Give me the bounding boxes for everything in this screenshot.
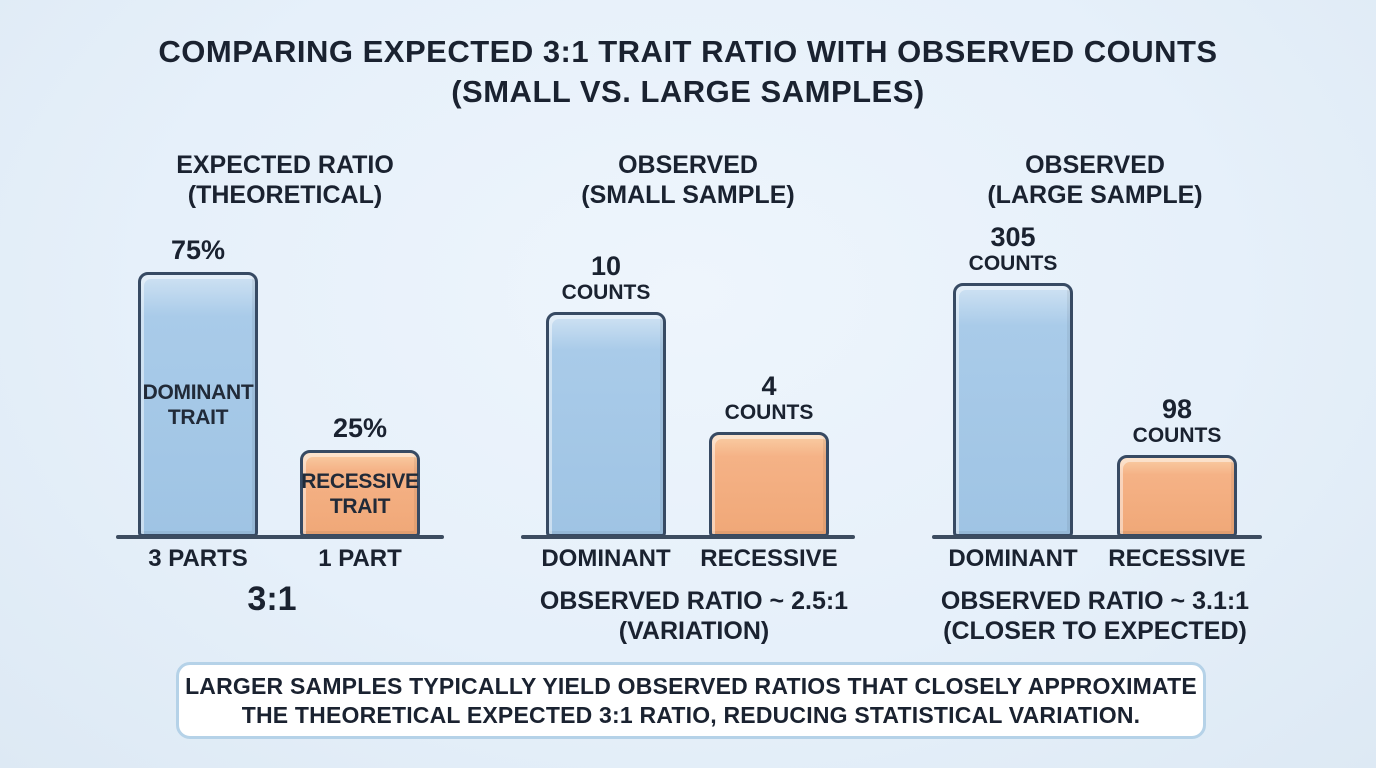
expected-dominant-bar-group: 75% DOMINANT TRAIT xyxy=(138,236,258,537)
large-ratio-line1: OBSERVED RATIO ~ 3.1:1 xyxy=(940,587,1250,615)
panel-small-sample-header: OBSERVED (SMALL SAMPLE) xyxy=(513,150,863,210)
page-title: COMPARING EXPECTED 3:1 TRAIT RATIO WITH … xyxy=(0,32,1376,112)
small-category-dominant: DOMINANT xyxy=(541,545,671,572)
expected-category-dominant: 3 PARTS xyxy=(148,545,248,572)
panel-expected-header: EXPECTED RATIO (THEORETICAL) xyxy=(110,150,460,210)
large-recessive-bar-group: 98 COUNTS xyxy=(1117,395,1237,537)
panel-expected-subtitle: (THEORETICAL) xyxy=(187,181,383,209)
large-ratio-line2: (CLOSER TO EXPECTED) xyxy=(943,617,1247,645)
small-ratio-line1: OBSERVED RATIO ~ 2.5:1 xyxy=(539,587,849,615)
small-recessive-unit: COUNTS xyxy=(724,401,814,424)
large-dominant-unit: COUNTS xyxy=(968,252,1058,275)
small-category-recessive: RECESSIVE xyxy=(700,545,838,572)
expected-dominant-bar-label: DOMINANT TRAIT xyxy=(143,380,254,430)
small-sample-axis-line xyxy=(521,535,855,539)
small-recessive-bar-group: 4 COUNTS xyxy=(709,372,829,537)
expected-recessive-bar-group: 25% RECESSIVE TRAIT xyxy=(300,414,420,537)
small-ratio-line2: (VARIATION) xyxy=(618,617,770,645)
summary-note-line2: THE THEORETICAL EXPECTED 3:1 RATIO, REDU… xyxy=(241,701,1141,728)
small-recessive-value: 4 xyxy=(761,371,777,401)
large-sample-ratio-label: OBSERVED RATIO ~ 3.1:1 (CLOSER TO EXPECT… xyxy=(895,586,1295,646)
bar-label-line: TRAIT xyxy=(329,494,391,518)
panel-large-sample-title: OBSERVED xyxy=(1025,151,1165,179)
small-dominant-bar xyxy=(546,312,666,537)
large-dominant-value: 305 xyxy=(990,222,1036,252)
small-dominant-value-label: 10 COUNTS xyxy=(562,252,651,305)
expected-dominant-bar: DOMINANT TRAIT xyxy=(138,272,258,537)
expected-axis-line xyxy=(116,535,444,539)
page-title-line2: (SMALL VS. LARGE SAMPLES) xyxy=(451,74,925,109)
small-recessive-value-label: 4 COUNTS xyxy=(725,372,814,425)
page-title-line1: COMPARING EXPECTED 3:1 TRAIT RATIO WITH … xyxy=(158,34,1218,69)
bar-label-line: TRAIT xyxy=(167,405,229,429)
bar-label-line: RECESSIVE xyxy=(301,469,419,493)
expected-ratio-label: 3:1 xyxy=(247,580,297,618)
small-recessive-bar xyxy=(709,432,829,537)
expected-category-recessive: 1 PART xyxy=(318,545,402,572)
large-recessive-unit: COUNTS xyxy=(1132,424,1222,447)
panel-large-sample-header: OBSERVED (LARGE SAMPLE) xyxy=(920,150,1270,210)
large-recessive-value-label: 98 COUNTS xyxy=(1133,395,1222,448)
summary-note-line1: LARGER SAMPLES TYPICALLY YIELD OBSERVED … xyxy=(185,672,1197,699)
large-recessive-value: 98 xyxy=(1161,394,1193,424)
large-dominant-bar xyxy=(953,283,1073,537)
panel-small-sample-subtitle: (SMALL SAMPLE) xyxy=(581,181,795,209)
expected-recessive-bar: RECESSIVE TRAIT xyxy=(300,450,420,537)
expected-recessive-bar-label: RECESSIVE TRAIT xyxy=(301,469,419,519)
small-dominant-bar-group: 10 COUNTS xyxy=(546,252,666,537)
summary-note-box: LARGER SAMPLES TYPICALLY YIELD OBSERVED … xyxy=(176,662,1206,739)
bar-label-line: DOMINANT xyxy=(142,380,254,404)
small-dominant-value: 10 xyxy=(590,251,622,281)
panel-expected-title: EXPECTED RATIO xyxy=(176,151,394,179)
expected-dominant-value: 75% xyxy=(170,235,226,265)
expected-recessive-value-label: 25% xyxy=(333,414,387,443)
expected-recessive-value: 25% xyxy=(332,413,388,443)
small-dominant-unit: COUNTS xyxy=(561,281,651,304)
large-sample-axis-line xyxy=(932,535,1262,539)
panel-large-sample-subtitle: (LARGE SAMPLE) xyxy=(987,181,1203,209)
large-category-recessive: RECESSIVE xyxy=(1108,545,1246,572)
large-dominant-value-label: 305 COUNTS xyxy=(969,223,1058,276)
small-sample-ratio-label: OBSERVED RATIO ~ 2.5:1 (VARIATION) xyxy=(494,586,894,646)
expected-dominant-value-label: 75% xyxy=(171,236,225,265)
large-category-dominant: DOMINANT xyxy=(948,545,1078,572)
panel-small-sample-title: OBSERVED xyxy=(618,151,758,179)
large-recessive-bar xyxy=(1117,455,1237,537)
large-dominant-bar-group: 305 COUNTS xyxy=(953,223,1073,537)
